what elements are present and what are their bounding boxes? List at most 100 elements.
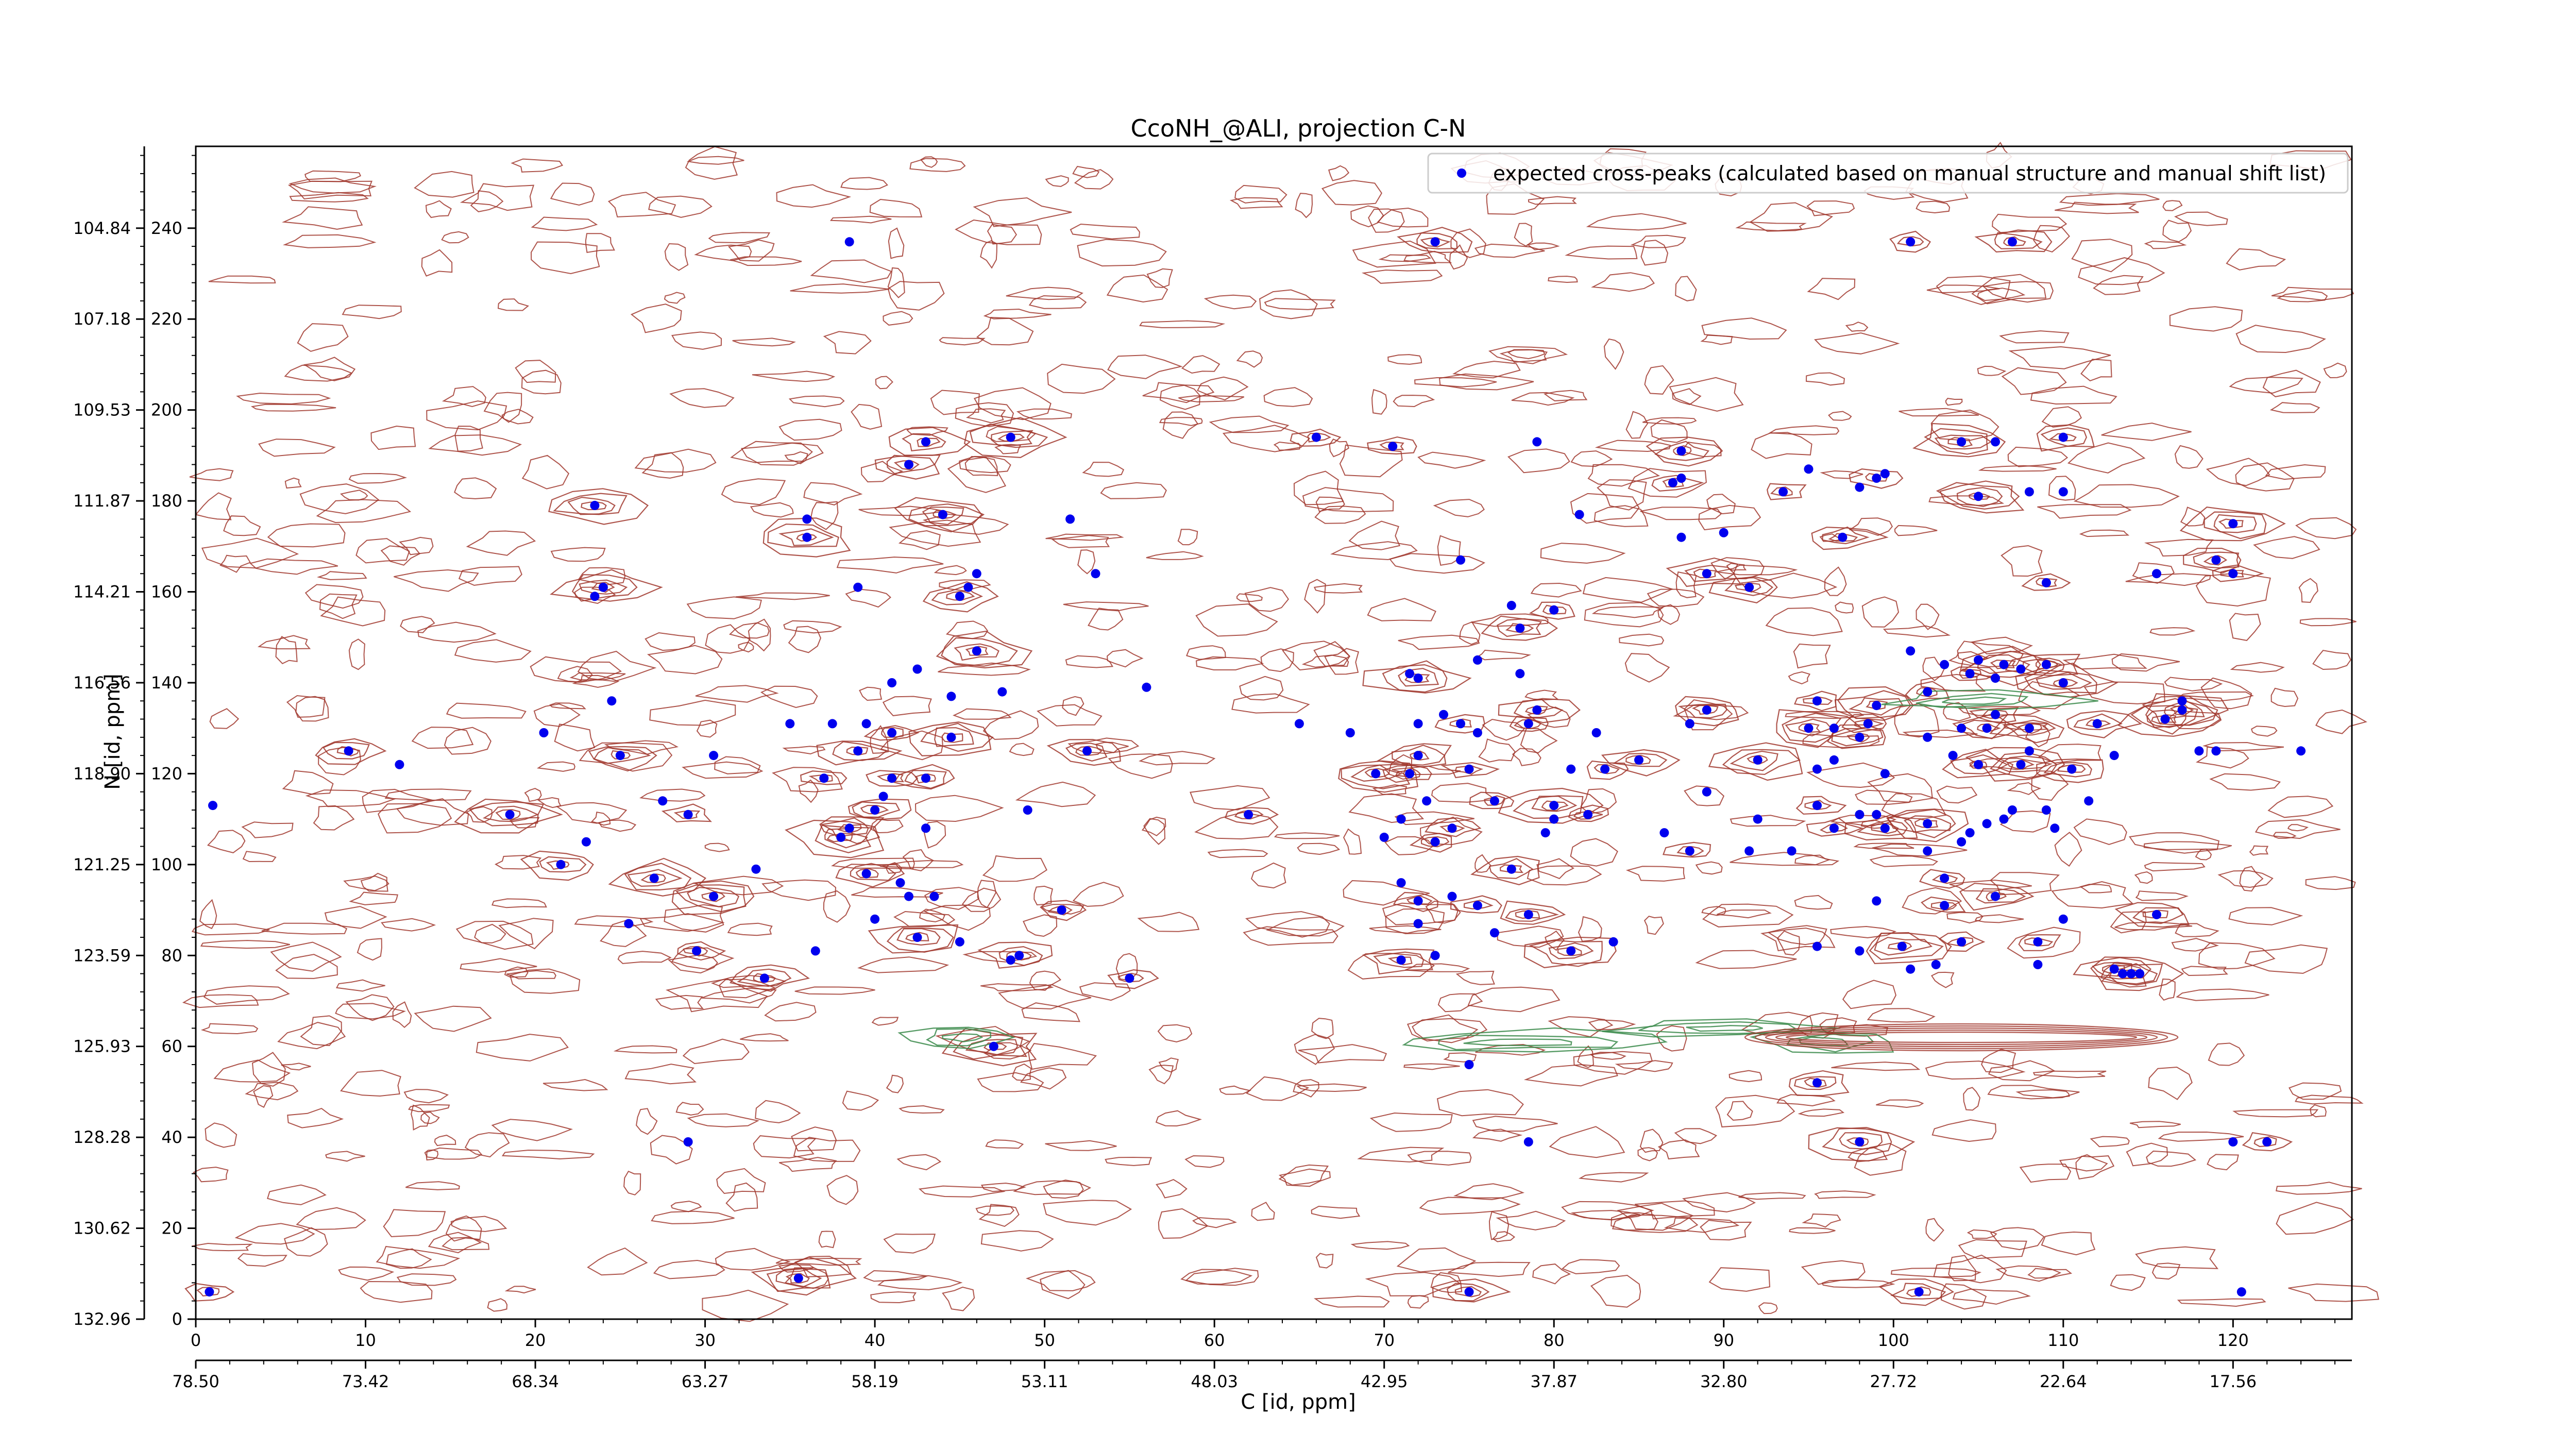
noise-contour xyxy=(1855,789,1913,805)
peak-contour xyxy=(1469,791,1515,810)
peak-contour xyxy=(1498,698,1581,723)
noise-contour xyxy=(1245,911,1330,938)
peak-contour xyxy=(832,741,888,761)
noise-contour xyxy=(750,502,794,518)
peak-contour xyxy=(922,507,964,526)
peak-contour xyxy=(550,569,663,602)
y-ppm-tick-label: 121.25 xyxy=(73,855,131,874)
cross-peak-point xyxy=(1371,769,1381,779)
peak-contour xyxy=(1939,480,2025,514)
peak-contour xyxy=(2036,758,2104,783)
noise-contour xyxy=(1403,1063,1460,1070)
x-ppm-tick-label: 32.80 xyxy=(1700,1372,1748,1391)
noise-contour xyxy=(381,918,436,932)
noise-contour xyxy=(966,408,1006,424)
y-ppm-tick-label: 123.59 xyxy=(73,946,131,965)
noise-contour xyxy=(1474,243,1545,258)
noise-contour xyxy=(1105,1156,1152,1166)
cross-peak-point xyxy=(1999,814,2009,824)
peak-contour xyxy=(2024,669,2097,696)
cross-peak-point xyxy=(1082,746,1092,756)
noise-contour xyxy=(2217,870,2274,888)
peak-contour xyxy=(495,809,521,820)
x-ppm-tick-label: 22.64 xyxy=(2040,1372,2087,1391)
noise-contour xyxy=(2269,402,2320,413)
cross-peak-point xyxy=(683,810,693,819)
noise-contour xyxy=(2132,562,2175,584)
peak-contour xyxy=(454,798,563,834)
noise-contour xyxy=(554,723,596,752)
noise-contour xyxy=(1936,785,1978,804)
noise-contour xyxy=(1701,317,1787,340)
noise-contour xyxy=(530,656,622,683)
noise-contour xyxy=(208,275,276,284)
noise-contour xyxy=(1982,281,2054,303)
noise-contour xyxy=(889,519,981,547)
cross-peak-point xyxy=(1456,719,1465,729)
noise-contour xyxy=(509,817,540,829)
noise-contour xyxy=(2253,536,2320,559)
noise-contour xyxy=(2073,818,2127,845)
peak-contour xyxy=(1960,646,2062,686)
cross-peak-point xyxy=(929,891,939,901)
peak-contour xyxy=(2024,937,2054,947)
noise-contour xyxy=(955,219,1042,245)
peak-contour xyxy=(548,488,649,525)
noise-contour xyxy=(1730,815,1806,827)
cross-peak-point xyxy=(2007,805,2017,815)
noise-contour xyxy=(624,1064,697,1085)
cross-peak-point xyxy=(912,664,922,674)
x-axis-label: C [id, ppm] xyxy=(1241,1390,1356,1414)
peak-contour xyxy=(1505,908,1560,922)
cross-peak-point xyxy=(2067,764,2077,774)
peak-contour xyxy=(1425,817,1482,837)
noise-contour xyxy=(1347,953,1435,980)
cross-peak-point xyxy=(1574,510,1584,519)
noise-contour xyxy=(426,400,507,431)
cross-peak-point xyxy=(997,687,1007,697)
noise-contour xyxy=(870,1291,917,1304)
cross-peak-point xyxy=(2050,823,2060,833)
peak-contour xyxy=(1936,482,2020,510)
noise-contour xyxy=(2229,613,2261,641)
noise-contour xyxy=(655,995,704,1010)
cross-peak-point xyxy=(751,864,761,874)
y-ppm-tick-label: 114.21 xyxy=(73,582,131,602)
cross-peak-point xyxy=(658,796,668,806)
noise-contour xyxy=(783,620,842,634)
noise-contour xyxy=(1012,1063,1032,1081)
x-tick-label: 80 xyxy=(1544,1330,1565,1350)
noise-contour xyxy=(411,1104,430,1131)
peak-contour xyxy=(2132,907,2184,924)
noise-contour xyxy=(934,565,967,576)
noise-contour xyxy=(2164,677,2223,692)
noise-contour xyxy=(930,390,980,415)
noise-contour xyxy=(2051,881,2134,909)
cross-peak-point xyxy=(2024,746,2034,756)
noise-contour xyxy=(191,923,270,936)
cross-peak-point xyxy=(1413,719,1423,729)
x-ppm-tick-label: 78.50 xyxy=(172,1372,219,1391)
noise-contour xyxy=(1146,268,1173,288)
peak-contour xyxy=(775,1267,822,1288)
cross-peak-point xyxy=(1872,701,1882,711)
y-tick-label: 160 xyxy=(151,582,182,602)
noise-contour xyxy=(1107,355,1183,379)
peak-contour xyxy=(815,824,873,853)
noise-contour xyxy=(464,1132,510,1158)
noise-contour xyxy=(1656,1025,1687,1052)
noise-contour xyxy=(305,789,397,807)
peak-contour xyxy=(1514,719,1542,730)
y-tick-label: 80 xyxy=(161,946,182,965)
peak-contour xyxy=(1398,668,1439,687)
noise-contour xyxy=(2255,819,2341,839)
peak-contour xyxy=(1854,719,1885,729)
peak-contour xyxy=(588,746,657,772)
negative-contour xyxy=(1686,1024,1763,1032)
noise-contour xyxy=(444,727,492,755)
noise-contour xyxy=(695,685,779,703)
noise-contour xyxy=(504,966,529,978)
peak-contour xyxy=(2015,662,2119,698)
peak-contour xyxy=(1673,445,1692,457)
noise-contour xyxy=(1590,1274,1641,1308)
